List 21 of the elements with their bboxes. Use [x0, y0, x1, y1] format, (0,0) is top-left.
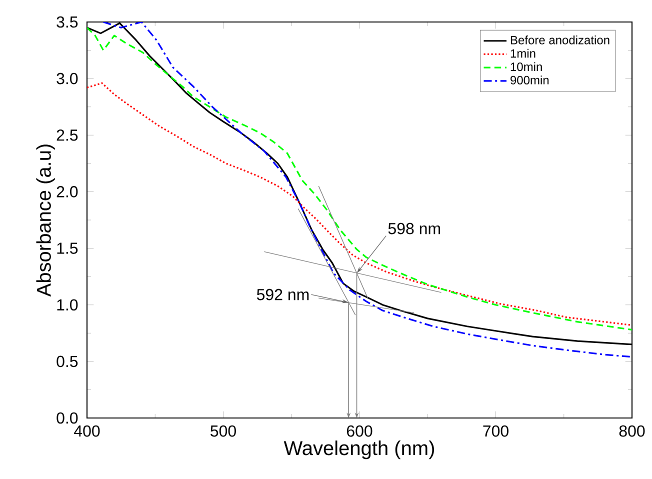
y-tick-label: 2.5 [56, 129, 78, 141]
y-tick-label: 0.5 [56, 356, 78, 368]
legend-label: 10min [510, 62, 542, 72]
annotation: 598 nm [388, 222, 440, 234]
x-tick-label: 500 [210, 425, 236, 437]
x-tick-label: 700 [483, 425, 508, 437]
y-tick-label: 3.0 [56, 72, 78, 84]
y-tick-label: 0.0 [56, 412, 78, 424]
x-tick-label: 400 [74, 425, 100, 437]
y-tick-label: 3.5 [56, 16, 78, 28]
annotation: 592 nm [256, 288, 309, 300]
y-tick-label: 1.5 [57, 242, 78, 254]
legend-label: 1min [510, 48, 536, 58]
x-axis-title: Wavelength (nm) [284, 440, 434, 460]
y-tick-label: 1.0 [57, 299, 78, 311]
y-axis-title: Absorbance (a.u) [36, 144, 55, 297]
x-tick-label: 800 [619, 425, 645, 437]
legend-label: 900min [510, 76, 549, 84]
x-tick-label: 600 [346, 425, 372, 437]
legend-label: Before anodization [510, 36, 610, 44]
y-tick-label: 2.0 [56, 186, 78, 198]
